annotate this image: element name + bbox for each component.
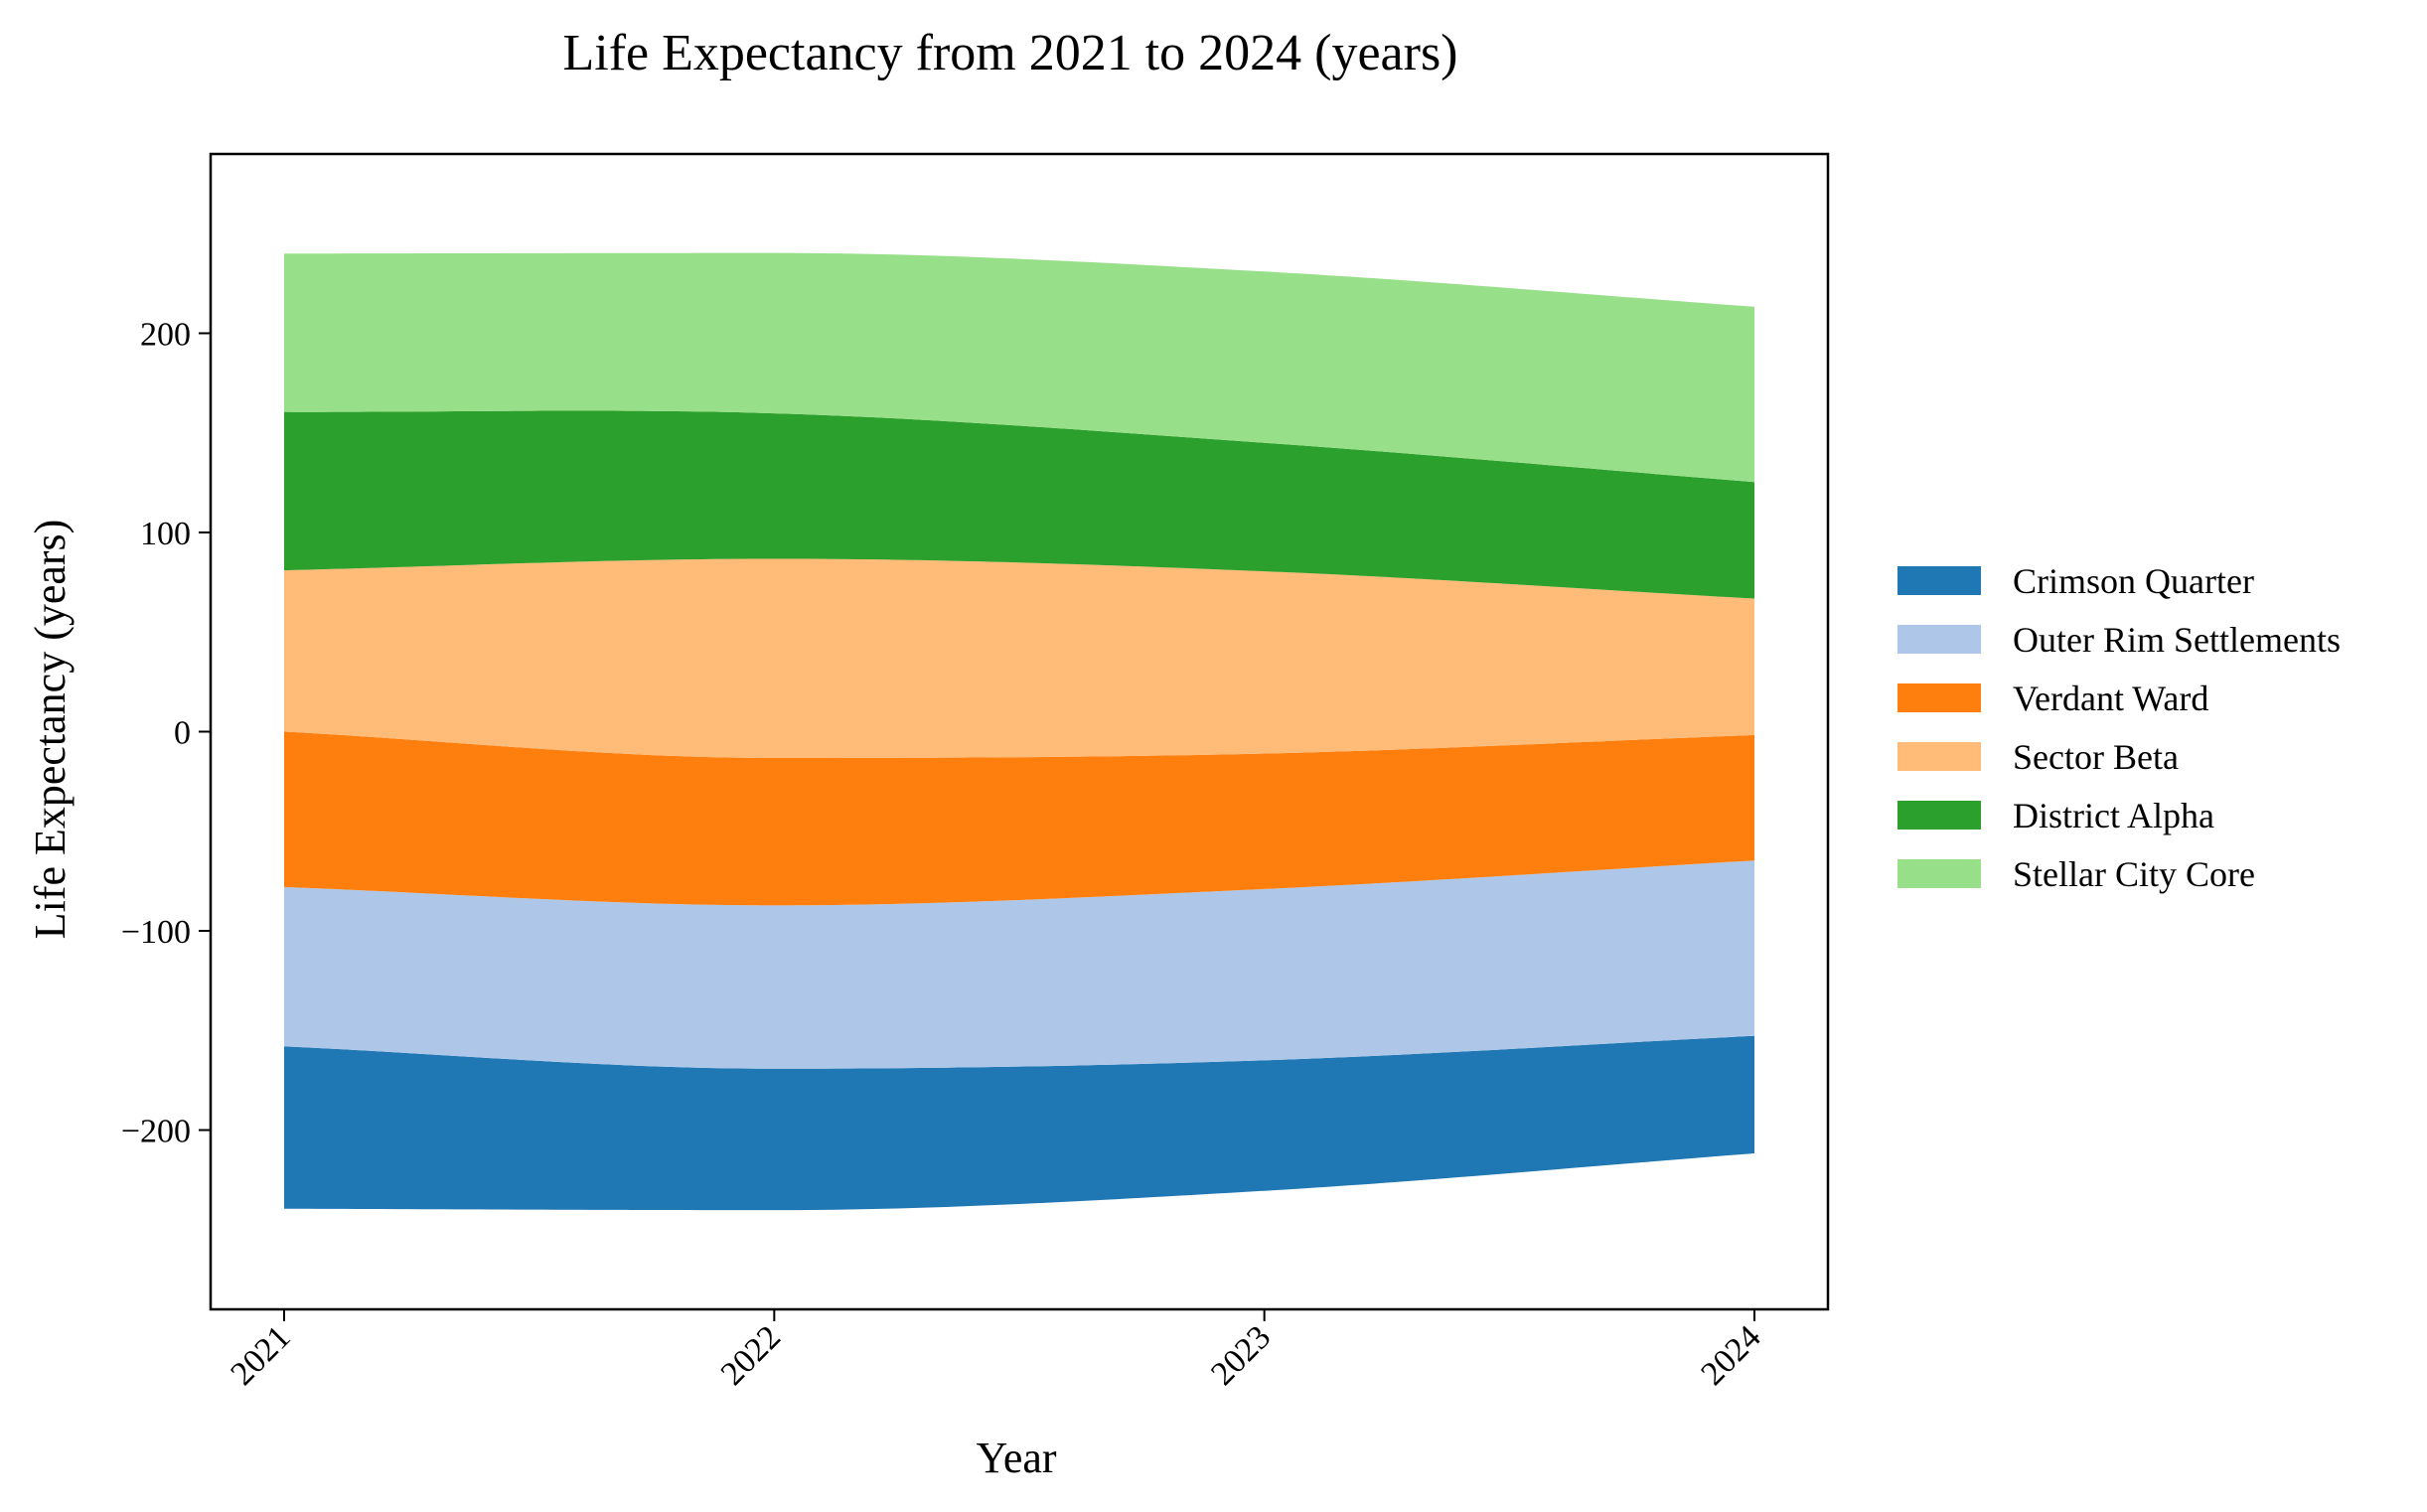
legend-swatch [1897,683,1981,712]
stream-layer-crimson-quarter [284,1035,1754,1211]
x-tick-label: 2024 [1694,1318,1767,1392]
stream-layer-outer-rim-settlements [284,860,1754,1069]
stream-layer-sector-beta [284,558,1754,758]
stream-layer-district-alpha [284,410,1754,599]
y-tick-label: −100 [121,914,191,951]
legend-swatch [1897,566,1981,595]
y-tick-label: −200 [121,1114,191,1150]
legend-label: Outer Rim Settlements [2013,620,2341,660]
stream-layers [284,252,1754,1211]
y-tick-label: 0 [174,715,191,752]
y-axis-label: Life Expectancy (years) [26,520,75,940]
legend-swatch [1897,742,1981,771]
chart-title: Life Expectancy from 2021 to 2024 (years… [562,25,1457,81]
x-tick-label: 2021 [224,1318,297,1392]
legend-label: Stellar City Core [2013,854,2255,894]
legend-swatch [1897,859,1981,888]
y-tick-label: 200 [140,316,191,353]
legend-label: Sector Beta [2013,737,2179,777]
legend-swatch [1897,625,1981,654]
legend: Crimson Quarter Outer Rim Settlements Verd… [1897,561,2341,894]
y-tick-label: 100 [140,516,191,552]
legend-label: Crimson Quarter [2013,561,2254,601]
legend-label: Verdant Ward [2013,679,2208,718]
x-axis: 2021 2022 2023 2024 [224,1309,1768,1393]
x-tick-label: 2022 [714,1318,788,1392]
x-tick-label: 2023 [1204,1318,1278,1392]
stream-layer-stellar-city-core [284,252,1754,483]
y-axis: −200 −100 0 100 200 [121,316,211,1150]
legend-label: District Alpha [2013,796,2214,835]
stream-layer-verdant-ward [284,731,1754,906]
x-axis-label: Year [976,1434,1056,1482]
legend-swatch [1897,801,1981,830]
